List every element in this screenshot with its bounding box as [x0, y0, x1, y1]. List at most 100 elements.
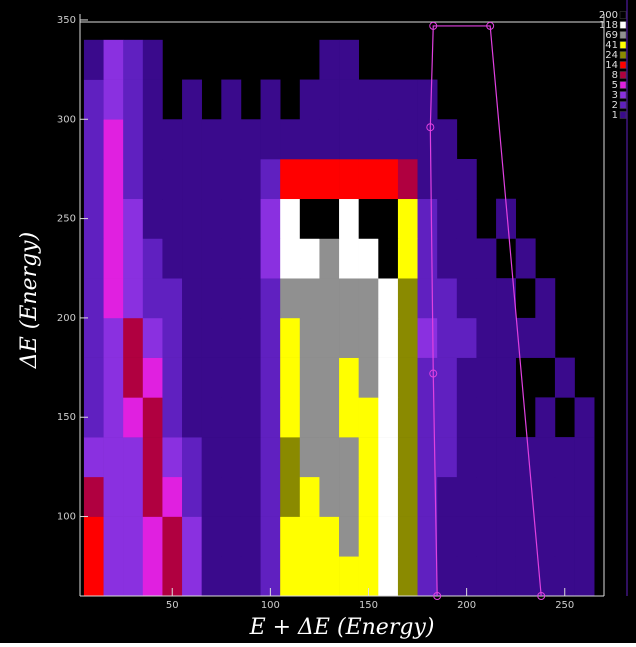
- cell: [221, 516, 242, 557]
- cell: [397, 119, 418, 160]
- cell: [299, 476, 320, 517]
- cell: [358, 278, 379, 319]
- cell: [437, 556, 458, 597]
- cell: [103, 278, 124, 319]
- cell: [417, 476, 438, 517]
- legend-label: 118: [599, 20, 618, 31]
- cell: [456, 198, 477, 239]
- cell: [319, 437, 340, 478]
- cell: [535, 437, 556, 478]
- cell: [358, 119, 379, 160]
- cell: [142, 198, 163, 239]
- cell: [299, 317, 320, 358]
- cell: [476, 476, 497, 517]
- cell: [142, 317, 163, 358]
- cell: [515, 556, 536, 597]
- cell: [515, 317, 536, 358]
- cell: [437, 238, 458, 279]
- cell: [240, 476, 261, 517]
- cell: [339, 119, 359, 160]
- cell: [240, 198, 261, 239]
- cell: [162, 397, 183, 438]
- y-tick-label: 150: [57, 412, 76, 423]
- cell: [299, 198, 320, 239]
- cell: [339, 198, 359, 239]
- cell: [201, 397, 222, 438]
- y-axis-label: ΔE (Energy): [17, 232, 42, 369]
- cell: [260, 159, 281, 200]
- cell: [221, 317, 242, 358]
- cell: [476, 437, 497, 478]
- cell: [201, 476, 222, 517]
- cell: [240, 159, 261, 200]
- cell: [221, 238, 242, 279]
- cell: [162, 437, 183, 478]
- cell: [299, 397, 320, 438]
- cell: [162, 516, 183, 557]
- cell: [437, 278, 458, 319]
- cell: [182, 278, 202, 319]
- x-tick-label: 100: [261, 600, 280, 611]
- cell: [142, 119, 163, 160]
- cell: [358, 159, 379, 200]
- cell: [182, 556, 202, 597]
- y-tick-label: 200: [57, 313, 76, 324]
- cell: [554, 357, 575, 398]
- cell: [221, 437, 242, 478]
- cell: [240, 516, 261, 557]
- cell: [83, 516, 104, 557]
- cell: [299, 437, 320, 478]
- cell: [437, 317, 458, 358]
- cell: [456, 278, 477, 319]
- cell: [123, 79, 144, 120]
- cell: [378, 437, 399, 478]
- cell: [456, 556, 477, 597]
- x-tick-label: 150: [359, 600, 378, 611]
- cell: [162, 556, 183, 597]
- cell: [123, 357, 144, 398]
- cell: [123, 397, 144, 438]
- cell: [535, 278, 556, 319]
- cell: [496, 556, 516, 597]
- cell: [83, 39, 104, 80]
- cell: [397, 79, 418, 120]
- cell: [496, 397, 516, 438]
- cell: [260, 79, 281, 120]
- cell: [574, 437, 595, 478]
- cell: [358, 238, 379, 279]
- cell: [378, 397, 399, 438]
- cell: [240, 437, 261, 478]
- cell: [240, 119, 261, 160]
- cell: [123, 556, 144, 597]
- cell: [496, 437, 516, 478]
- cell: [221, 397, 242, 438]
- cell: [103, 198, 124, 239]
- cell: [240, 238, 261, 279]
- y-tick-label: 100: [57, 512, 76, 523]
- cell: [201, 317, 222, 358]
- cell: [142, 397, 163, 438]
- cell: [339, 238, 359, 279]
- cell: [280, 476, 301, 517]
- cell: [260, 556, 281, 597]
- cell: [201, 278, 222, 319]
- cell: [535, 317, 556, 358]
- cell: [476, 317, 497, 358]
- cell: [339, 357, 359, 398]
- cell: [358, 317, 379, 358]
- cell: [103, 397, 124, 438]
- cell: [339, 79, 359, 120]
- cell: [378, 278, 399, 319]
- cell: [221, 159, 242, 200]
- cell: [319, 317, 340, 358]
- cell: [103, 159, 124, 200]
- cell: [319, 278, 340, 319]
- cell: [240, 397, 261, 438]
- cell: [397, 159, 418, 200]
- cell: [221, 357, 242, 398]
- cell: [280, 278, 301, 319]
- legend-swatch: [619, 61, 627, 69]
- cell: [182, 437, 202, 478]
- cell: [123, 437, 144, 478]
- cell: [476, 278, 497, 319]
